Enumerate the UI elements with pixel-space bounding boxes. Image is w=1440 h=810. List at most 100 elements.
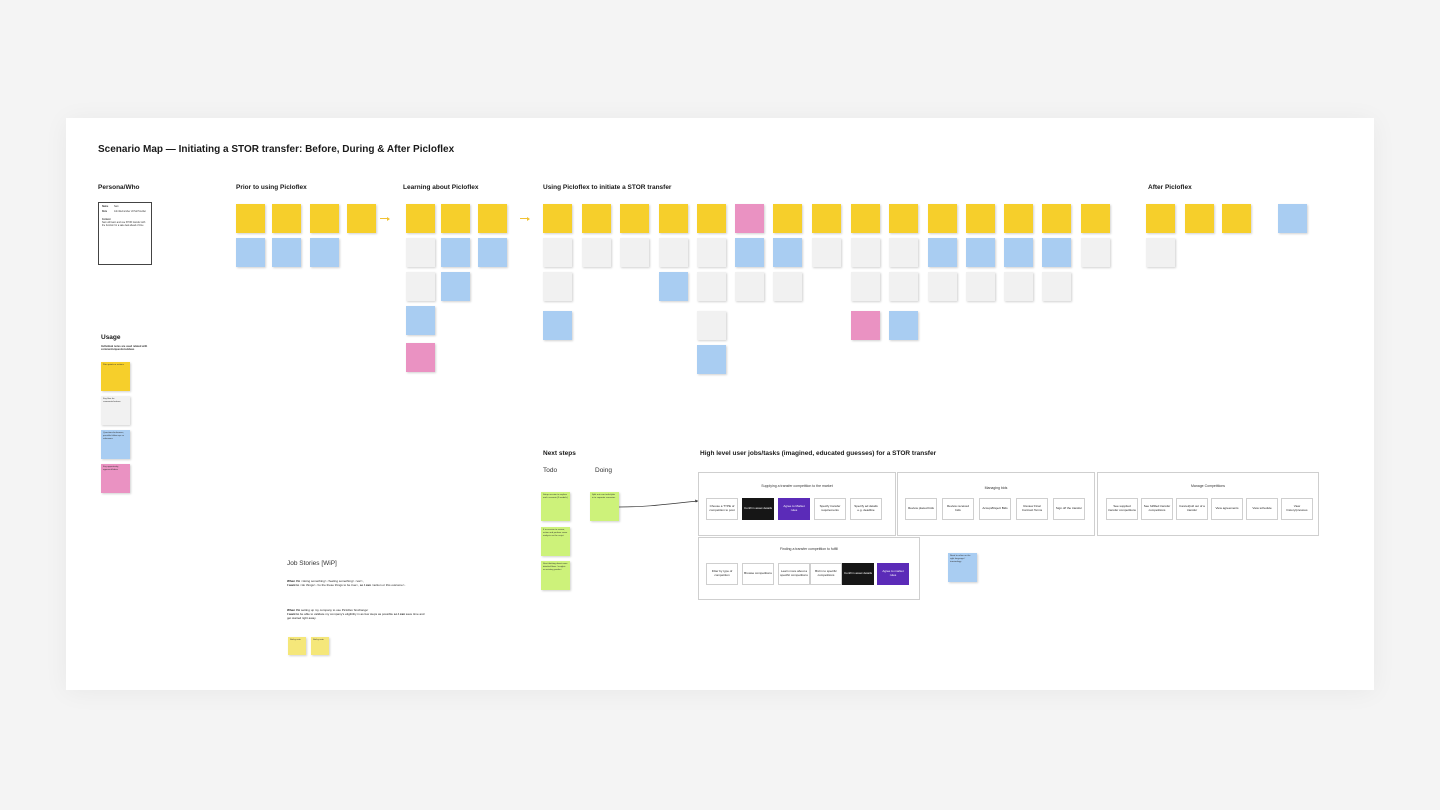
scenario-sticky-step[interactable] bbox=[1081, 204, 1110, 233]
scenario-sticky-note[interactable] bbox=[1042, 238, 1071, 267]
job-sticky[interactable]: Sticky note bbox=[288, 637, 306, 655]
usage-sticky-blue[interactable]: Questions/unknowns, possible follow-ups … bbox=[101, 430, 130, 459]
scenario-sticky-note[interactable] bbox=[889, 238, 918, 267]
task-accept-reject[interactable]: Accept/Reject Bids bbox=[979, 498, 1011, 520]
scenario-sticky-note[interactable] bbox=[543, 311, 572, 340]
usage-sticky-white[interactable]: Key flow for comments/actions bbox=[101, 396, 130, 425]
scenario-sticky-note[interactable] bbox=[659, 272, 688, 301]
scenario-sticky-note[interactable] bbox=[582, 238, 611, 267]
scenario-sticky-note[interactable] bbox=[1042, 272, 1071, 301]
task-review-contract[interactable]: Review Final Contract Terms bbox=[1016, 498, 1048, 520]
scenario-sticky-step[interactable] bbox=[406, 204, 435, 233]
usage-sticky-pink[interactable]: Key opportunity, approach/ideas bbox=[101, 464, 130, 493]
scenario-sticky-step[interactable] bbox=[441, 204, 470, 233]
scenario-sticky-note[interactable] bbox=[1081, 238, 1110, 267]
task-view-agreements[interactable]: View agreements bbox=[1211, 498, 1243, 520]
scenario-sticky-note[interactable] bbox=[851, 311, 880, 340]
job-sticky[interactable]: Sticky note bbox=[311, 637, 329, 655]
task-view-schedule[interactable]: View schedule bbox=[1246, 498, 1278, 520]
scenario-sticky-note[interactable] bbox=[697, 345, 726, 374]
scenario-sticky-note[interactable] bbox=[441, 272, 470, 301]
todo-sticky[interactable]: Start thinking about more detailed flows… bbox=[541, 561, 570, 590]
scenario-sticky-note[interactable] bbox=[697, 238, 726, 267]
task-browse[interactable]: Browse competitions bbox=[742, 563, 774, 585]
scenario-sticky-step[interactable] bbox=[347, 204, 376, 233]
scenario-sticky-step[interactable] bbox=[582, 204, 611, 233]
terminology-sticky[interactable]: Need to refine on the right language / t… bbox=[948, 553, 977, 582]
scenario-sticky-step[interactable] bbox=[1042, 204, 1071, 233]
task-specify-requirements[interactable]: Specify transfer requirements bbox=[814, 498, 846, 520]
task-confirm-asset[interactable]: Confirm asset details bbox=[742, 498, 774, 520]
scenario-sticky-note[interactable] bbox=[478, 238, 507, 267]
scenario-sticky-step[interactable] bbox=[1004, 204, 1033, 233]
scenario-sticky-note[interactable] bbox=[735, 238, 764, 267]
task-filter-type[interactable]: Filter by type of competition bbox=[706, 563, 738, 585]
scenario-sticky-note[interactable] bbox=[1004, 238, 1033, 267]
scenario-sticky-step[interactable] bbox=[543, 204, 572, 233]
scenario-sticky-note[interactable] bbox=[620, 238, 649, 267]
scenario-sticky-step[interactable] bbox=[889, 204, 918, 233]
scenario-sticky-note[interactable] bbox=[543, 272, 572, 301]
scenario-sticky-note[interactable] bbox=[406, 272, 435, 301]
scenario-sticky-note[interactable] bbox=[889, 272, 918, 301]
scenario-sticky-step[interactable] bbox=[1278, 204, 1307, 233]
scenario-sticky-note[interactable] bbox=[697, 272, 726, 301]
task-cancel[interactable]: Cancel/pull out of a transfer bbox=[1176, 498, 1208, 520]
scenario-sticky-step[interactable] bbox=[928, 204, 957, 233]
scenario-sticky-step[interactable] bbox=[1222, 204, 1251, 233]
scenario-sticky-step[interactable] bbox=[851, 204, 880, 233]
scenario-sticky-step[interactable] bbox=[236, 204, 265, 233]
task-review-received[interactable]: Review received bids bbox=[942, 498, 974, 520]
task-choose-type[interactable]: Choose a TYPE of competition to post bbox=[706, 498, 738, 520]
scenario-sticky-step[interactable] bbox=[697, 204, 726, 233]
task-agree-rules-2[interactable]: Agree to market rules bbox=[877, 563, 909, 585]
scenario-sticky-step[interactable] bbox=[1146, 204, 1175, 233]
doing-sticky[interactable]: Split out core tasks/jobs in to separate… bbox=[590, 492, 619, 521]
task-bid[interactable]: Bid in to specific competitions bbox=[810, 563, 842, 585]
scenario-sticky-note[interactable] bbox=[406, 238, 435, 267]
scenario-sticky-note[interactable] bbox=[272, 238, 301, 267]
scenario-sticky-step[interactable] bbox=[773, 204, 802, 233]
scenario-sticky-step[interactable] bbox=[966, 204, 995, 233]
scenario-sticky-note[interactable] bbox=[406, 343, 435, 372]
scenario-sticky-note[interactable] bbox=[928, 272, 957, 301]
scenario-sticky-note[interactable] bbox=[543, 238, 572, 267]
scenario-sticky-note[interactable] bbox=[966, 238, 995, 267]
scenario-sticky-step[interactable] bbox=[272, 204, 301, 233]
scenario-sticky-note[interactable] bbox=[812, 238, 841, 267]
scenario-sticky-step[interactable] bbox=[812, 204, 841, 233]
scenario-sticky-note[interactable] bbox=[697, 311, 726, 340]
task-agree-market-rules[interactable]: Agree to Market rules bbox=[778, 498, 810, 520]
scenario-sticky-note[interactable] bbox=[851, 272, 880, 301]
persona-card[interactable]: Name Sam Role Job title/number of Pal Prov… bbox=[98, 202, 152, 265]
scenario-sticky-note[interactable] bbox=[310, 238, 339, 267]
task-sign-off[interactable]: Sign off the transfer bbox=[1053, 498, 1085, 520]
scenario-sticky-note[interactable] bbox=[735, 272, 764, 301]
scenario-sticky-note[interactable] bbox=[851, 238, 880, 267]
task-review-placed[interactable]: Review placed bids bbox=[905, 498, 937, 520]
scenario-sticky-note[interactable] bbox=[659, 238, 688, 267]
scenario-sticky-note[interactable] bbox=[1146, 238, 1175, 267]
task-learn-more[interactable]: Learn more about a specific competitions bbox=[778, 563, 810, 585]
todo-sticky[interactable]: If in-session to review, action and perf… bbox=[541, 527, 570, 556]
scenario-sticky-note[interactable] bbox=[441, 238, 470, 267]
scenario-sticky-note[interactable] bbox=[1004, 272, 1033, 301]
todo-sticky[interactable]: Setup session to explore each scenario (… bbox=[541, 492, 570, 521]
task-see-supplied[interactable]: See supplied transfer competitions bbox=[1106, 498, 1138, 520]
task-view-history[interactable]: View history/previous bbox=[1281, 498, 1313, 520]
task-specify-ad[interactable]: Specify ad details e.g. deadline bbox=[850, 498, 882, 520]
usage-sticky-yellow[interactable]: Pain points or actions bbox=[101, 362, 130, 391]
scenario-sticky-step[interactable] bbox=[1185, 204, 1214, 233]
scenario-sticky-note[interactable] bbox=[773, 238, 802, 267]
scenario-sticky-step[interactable] bbox=[735, 204, 764, 233]
scenario-sticky-note[interactable] bbox=[928, 238, 957, 267]
scenario-sticky-step[interactable] bbox=[478, 204, 507, 233]
scenario-sticky-step[interactable] bbox=[659, 204, 688, 233]
scenario-sticky-note[interactable] bbox=[406, 306, 435, 335]
scenario-sticky-step[interactable] bbox=[310, 204, 339, 233]
scenario-sticky-note[interactable] bbox=[966, 272, 995, 301]
scenario-sticky-note[interactable] bbox=[773, 272, 802, 301]
scenario-sticky-note[interactable] bbox=[236, 238, 265, 267]
task-see-fulfilled[interactable]: See fulfilled transfer competitions bbox=[1141, 498, 1173, 520]
scenario-sticky-note[interactable] bbox=[889, 311, 918, 340]
